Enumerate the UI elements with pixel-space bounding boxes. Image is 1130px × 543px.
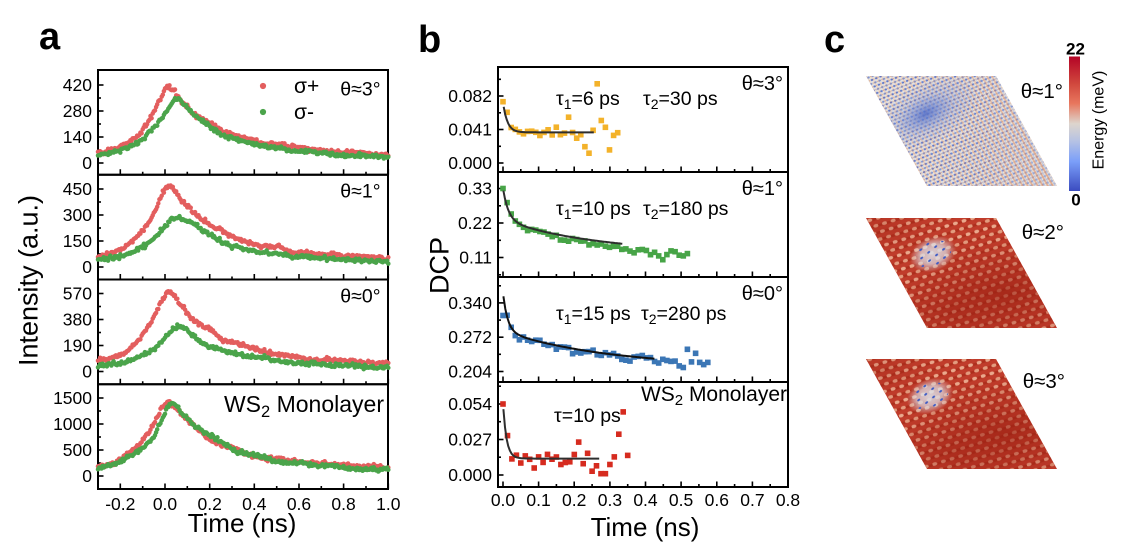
- svg-text:θ≈1°: θ≈1°: [1021, 80, 1063, 103]
- svg-text:0: 0: [1071, 191, 1080, 210]
- svg-text:Time (ns): Time (ns): [188, 508, 297, 538]
- svg-text:0.0: 0.0: [491, 490, 516, 510]
- svg-text:-0.2: -0.2: [105, 494, 135, 514]
- svg-text:0: 0: [82, 257, 92, 277]
- svg-text:0.4: 0.4: [633, 490, 658, 510]
- svg-text:θ≈3°: θ≈3°: [340, 79, 380, 101]
- svg-text:1500: 1500: [53, 388, 92, 408]
- svg-text:500: 500: [63, 440, 92, 460]
- svg-text:b: b: [418, 19, 441, 61]
- svg-text:0.3: 0.3: [598, 490, 622, 510]
- svg-text:22: 22: [1066, 40, 1085, 59]
- svg-text:0.22: 0.22: [458, 213, 492, 233]
- svg-text:WS2 Monolayer: WS2 Monolayer: [641, 383, 787, 409]
- svg-text:0: 0: [82, 153, 92, 173]
- svg-text:c: c: [824, 19, 845, 61]
- svg-text:0.000: 0.000: [448, 465, 492, 485]
- svg-text:0.0: 0.0: [153, 494, 178, 514]
- svg-text:θ≈3°: θ≈3°: [1023, 370, 1065, 393]
- svg-text:0: 0: [82, 362, 92, 382]
- svg-text:0: 0: [82, 466, 92, 486]
- svg-text:0.027: 0.027: [448, 430, 492, 450]
- svg-text:a: a: [39, 16, 61, 58]
- svg-text:380: 380: [63, 310, 92, 330]
- svg-text:0.041: 0.041: [448, 120, 492, 140]
- svg-text:1000: 1000: [53, 414, 92, 434]
- svg-text:0.054: 0.054: [448, 394, 492, 414]
- svg-text:θ≈3°: θ≈3°: [742, 73, 783, 95]
- svg-text:0.7: 0.7: [740, 490, 764, 510]
- svg-text:140: 140: [63, 127, 92, 147]
- svg-text:0.082: 0.082: [448, 86, 492, 106]
- svg-text:280: 280: [63, 101, 92, 121]
- svg-text:τ2=180 ps: τ2=180 ps: [643, 198, 729, 222]
- svg-text:Energy (meV): Energy (meV): [1091, 71, 1108, 170]
- svg-text:0.000: 0.000: [448, 153, 492, 173]
- svg-text:0.33: 0.33: [458, 179, 492, 199]
- svg-text:θ≈1°: θ≈1°: [340, 181, 380, 203]
- svg-text:θ≈0°: θ≈0°: [340, 286, 380, 308]
- svg-text:190: 190: [63, 336, 92, 356]
- svg-text:σ+: σ+: [294, 75, 319, 98]
- svg-text:WS2 Monolayer: WS2 Monolayer: [224, 391, 384, 421]
- svg-text:0.5: 0.5: [669, 490, 693, 510]
- svg-text:τ1=10 ps: τ1=10 ps: [556, 198, 631, 222]
- svg-text:450: 450: [63, 179, 92, 199]
- svg-text:Time (ns): Time (ns): [591, 512, 700, 542]
- svg-text:Intensity (a.u.): Intensity (a.u.): [14, 195, 44, 366]
- svg-text:0.11: 0.11: [459, 248, 492, 268]
- svg-text:0.204: 0.204: [448, 362, 492, 382]
- svg-text:1.0: 1.0: [376, 494, 401, 514]
- svg-text:σ-: σ-: [294, 101, 314, 124]
- svg-text:θ≈1°: θ≈1°: [742, 178, 783, 200]
- svg-text:τ1=15 ps: τ1=15 ps: [556, 303, 631, 327]
- svg-text:0.340: 0.340: [448, 293, 492, 313]
- svg-text:420: 420: [63, 75, 92, 95]
- svg-text:τ=10 ps: τ=10 ps: [554, 405, 621, 427]
- svg-text:θ≈0°: θ≈0°: [742, 283, 783, 305]
- svg-text:0.1: 0.1: [526, 490, 550, 510]
- svg-text:570: 570: [63, 284, 92, 304]
- svg-text:τ2=30 ps: τ2=30 ps: [643, 88, 718, 112]
- svg-text:0.2: 0.2: [562, 490, 586, 510]
- svg-text:0.8: 0.8: [331, 494, 355, 514]
- svg-text:θ≈2°: θ≈2°: [1022, 221, 1064, 244]
- svg-text:0.6: 0.6: [287, 494, 311, 514]
- svg-text:300: 300: [63, 205, 92, 225]
- svg-text:0.2: 0.2: [198, 494, 222, 514]
- svg-text:150: 150: [63, 231, 92, 251]
- svg-text:0.4: 0.4: [242, 494, 267, 514]
- svg-text:DCP: DCP: [425, 237, 455, 294]
- svg-text:0.272: 0.272: [448, 327, 492, 347]
- svg-text:0.6: 0.6: [705, 490, 729, 510]
- svg-text:0.8: 0.8: [776, 490, 800, 510]
